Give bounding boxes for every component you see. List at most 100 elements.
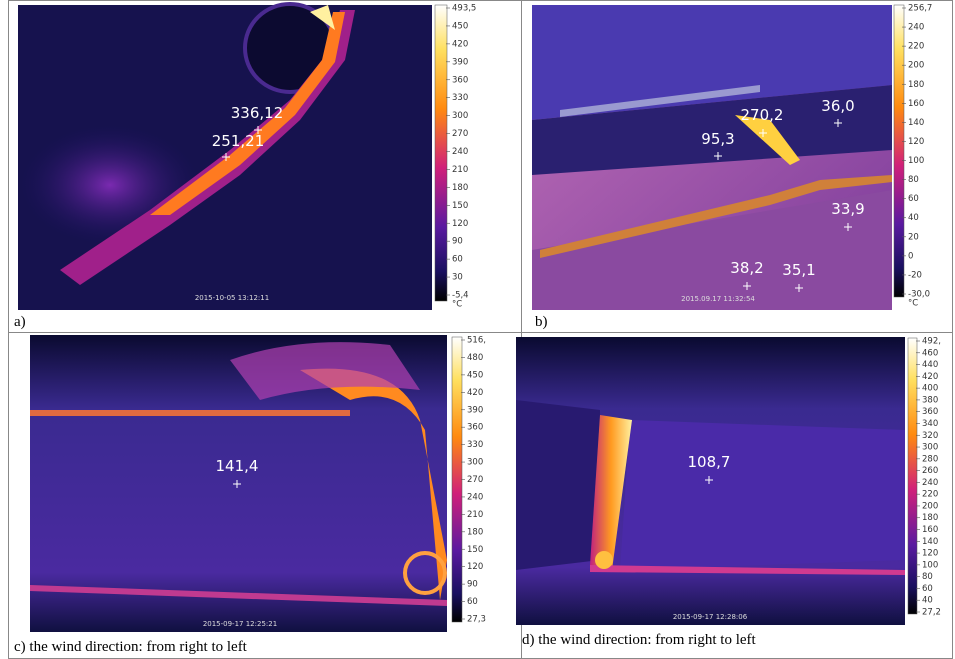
scale-label: 360 — [922, 407, 938, 417]
scale-label: 120 — [452, 219, 468, 229]
scale-label: 90 — [452, 237, 463, 247]
scale-label: 100 — [908, 156, 924, 166]
scale-label: -30,0 — [908, 290, 930, 300]
scale-label: 60 — [467, 597, 478, 607]
scale-label: 27,3 — [467, 615, 486, 625]
scale-label: 450 — [452, 21, 468, 31]
scale-label: 40 — [908, 213, 919, 223]
scale-label: 60 — [908, 194, 919, 204]
color-scale-c — [451, 336, 463, 623]
scale-label: 360 — [452, 75, 468, 85]
thermal-image-b — [532, 5, 892, 310]
scale-label: 240 — [908, 23, 924, 33]
timestamp: 2015-09-17 12:28:06 — [673, 613, 748, 621]
crosshair — [705, 476, 713, 484]
measurement-label: 95,3 — [701, 130, 734, 148]
scale-label: 240 — [922, 478, 938, 488]
scale-label: 256,7 — [908, 4, 932, 14]
scale-label: 180 — [922, 513, 938, 523]
scale-label: 400 — [922, 384, 938, 394]
scale-label: 380 — [922, 395, 938, 405]
crosshair — [233, 480, 241, 488]
caption: d) the wind direction: from right to lef… — [522, 632, 757, 648]
scale-label: 120 — [467, 562, 483, 572]
measurement-label: 336,12 — [231, 104, 284, 122]
scale-label: 360 — [467, 423, 483, 433]
scale-label: 330 — [452, 93, 468, 103]
scale-unit: °C — [908, 299, 918, 309]
thermal-image-a — [18, 2, 432, 310]
scale-label: 493,5 — [452, 4, 476, 14]
crosshair — [254, 126, 262, 134]
crosshair — [759, 129, 767, 137]
thermal-image-c — [30, 335, 447, 632]
scale-label: 200 — [922, 501, 938, 511]
scale-label: 120 — [908, 137, 924, 147]
scale-label: 320 — [922, 431, 938, 441]
scale-label: 140 — [922, 537, 938, 547]
scale-label: 340 — [922, 419, 938, 429]
scale-label: 20 — [908, 232, 919, 242]
timestamp: 2015-10-05 13:12:11 — [195, 294, 269, 302]
measurement-label: 36,0 — [821, 97, 854, 115]
timestamp: 2015.09.17 11:32:54 — [681, 295, 755, 303]
color-scale-d — [907, 337, 918, 615]
scale-label: 390 — [467, 405, 483, 415]
scale-label: 220 — [908, 42, 924, 52]
scale-label: 90 — [467, 580, 478, 590]
crosshair — [222, 153, 230, 161]
scale-label: 100 — [922, 560, 938, 570]
scale-label: 40 — [922, 596, 933, 606]
scale-label: -5,4 — [452, 291, 469, 301]
scale-label: 300 — [452, 111, 468, 121]
scale-label: 450 — [467, 370, 483, 380]
crosshair — [795, 284, 803, 292]
scale-label: 180 — [467, 527, 483, 537]
scale-label: 492, — [922, 337, 941, 347]
caption: b) — [535, 314, 548, 330]
scale-label: 30 — [452, 273, 463, 283]
scale-label: 180 — [908, 80, 924, 90]
color-scale-a — [434, 4, 448, 302]
timestamp: 2015-09-17 12:25:21 — [203, 620, 277, 628]
scale-label: 480 — [467, 353, 483, 363]
scale-label: -20 — [908, 270, 922, 280]
scale-label: 60 — [922, 584, 933, 594]
scale-label: 140 — [908, 118, 924, 128]
scale-label: 270 — [452, 129, 468, 139]
scale-label: 60 — [452, 255, 463, 265]
scale-label: 160 — [908, 99, 924, 109]
measurement-label: 35,1 — [782, 261, 815, 279]
scale-label: 280 — [922, 454, 938, 464]
scale-label: 300 — [467, 458, 483, 468]
scale-label: 420 — [467, 388, 483, 398]
scale-label: 150 — [452, 201, 468, 211]
scale-label: 300 — [922, 443, 938, 453]
crosshair — [714, 152, 722, 160]
scale-label: 150 — [467, 545, 483, 555]
measurement-label: 251,21 — [212, 132, 265, 150]
scale-label: 27,2 — [922, 608, 941, 618]
scale-label: 420 — [452, 39, 468, 49]
scale-label: 180 — [452, 183, 468, 193]
caption: a) — [14, 314, 26, 330]
scale-label: 160 — [922, 525, 938, 535]
measurement-label: 38,2 — [730, 259, 763, 277]
scale-label: 390 — [452, 57, 468, 67]
scale-label: 240 — [467, 492, 483, 502]
scale-label: 0 — [908, 251, 913, 261]
thermal-image-d — [516, 337, 905, 625]
scale-label: 240 — [452, 147, 468, 157]
scale-label: 80 — [908, 175, 919, 185]
scale-label: 200 — [908, 61, 924, 71]
scale-label: 80 — [922, 572, 933, 582]
crosshair — [834, 119, 842, 127]
scale-label: 270 — [467, 475, 483, 485]
scale-label: 120 — [922, 549, 938, 559]
scale-label: 440 — [922, 360, 938, 370]
measurement-label: 270,2 — [741, 106, 784, 124]
scale-label: 220 — [922, 490, 938, 500]
caption: c) the wind direction: from right to lef… — [14, 639, 248, 655]
color-scale-b — [893, 4, 905, 298]
